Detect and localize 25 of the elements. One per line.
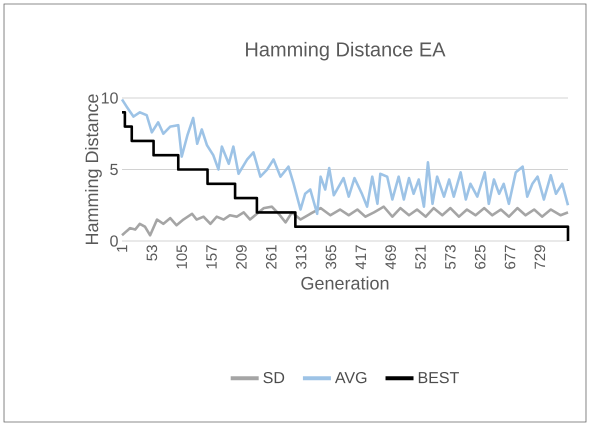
- x-tick-label: 313: [296, 245, 306, 269]
- legend-label: AVG: [334, 372, 366, 384]
- x-tick-label: 1: [116, 245, 128, 252]
- x-tick-label: 729: [534, 245, 546, 269]
- x-tick-label: 521: [415, 245, 426, 269]
- legend-label: SD: [263, 372, 284, 384]
- x-tick-label: 625: [474, 245, 486, 269]
- x-tick-label: 573: [445, 245, 456, 269]
- y-tick-label: 0: [110, 235, 118, 247]
- x-tick-label: 677: [504, 245, 516, 269]
- x-tick-label: 261: [266, 245, 277, 269]
- x-axis-title: Generation: [301, 276, 388, 290]
- x-tick-label: 53: [146, 245, 158, 261]
- x-tick-label: 105: [176, 245, 188, 268]
- chart-title: Hamming Distance EA: [246, 42, 446, 60]
- legend-label: BEST: [418, 372, 459, 384]
- y-tick-label: 10: [102, 92, 118, 104]
- x-tick-label: 365: [326, 245, 336, 269]
- x-tick-label: 157: [206, 245, 217, 268]
- x-tick-label: 469: [385, 245, 396, 270]
- x-tick-label: 209: [236, 245, 247, 269]
- y-tick-label: 5: [110, 164, 118, 176]
- y-axis-title: Hamming Distance: [85, 94, 102, 244]
- line-series: [120, 98, 570, 216]
- x-tick-label: 417: [356, 245, 366, 270]
